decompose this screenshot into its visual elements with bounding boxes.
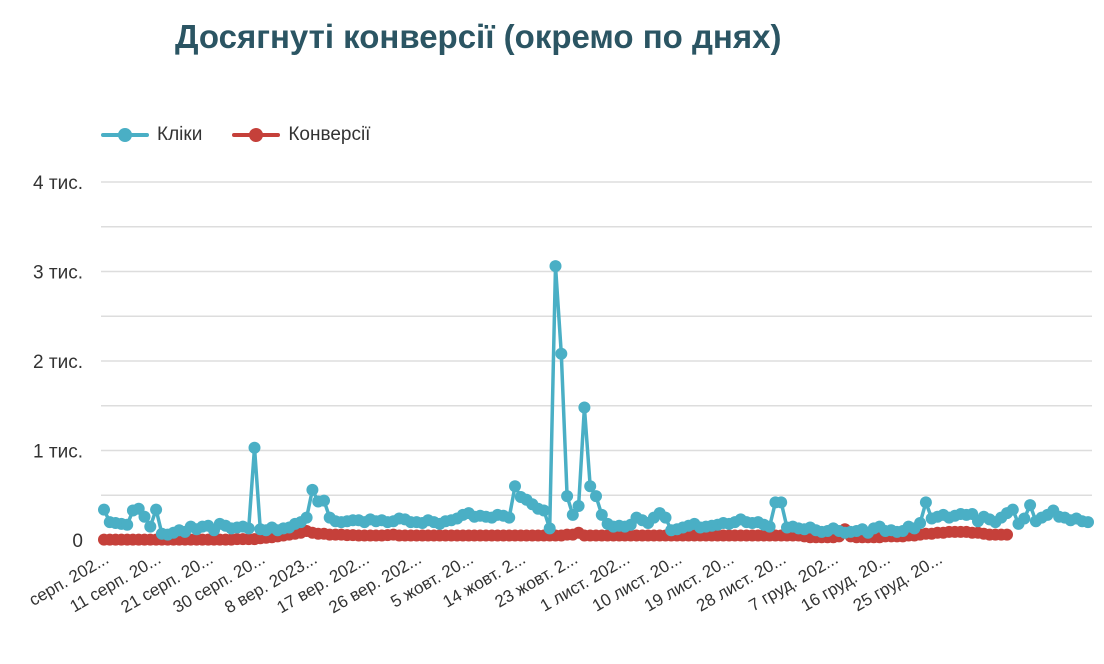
x-axis-labels: серп. 202...11 серп. 20...21 серп. 20...… (26, 549, 946, 617)
conversions-line-marker-icon (232, 128, 281, 142)
data-point[interactable] (242, 522, 255, 535)
y-tick-label: 3 тис. (33, 263, 83, 284)
legend-item-clicks[interactable]: Кліки (101, 124, 202, 146)
data-point[interactable] (150, 503, 163, 516)
clicks-line-marker-icon (101, 128, 149, 142)
y-tick-label: 0 (72, 531, 83, 552)
data-point[interactable] (144, 520, 157, 533)
data-point[interactable] (300, 511, 313, 524)
data-point[interactable] (1001, 528, 1013, 541)
data-point[interactable] (763, 520, 776, 533)
y-tick-label: 1 тис. (33, 442, 83, 463)
data-point[interactable] (595, 508, 608, 521)
data-point[interactable] (121, 518, 134, 531)
data-point[interactable] (659, 511, 672, 524)
data-point[interactable] (537, 504, 550, 517)
data-point[interactable] (549, 260, 562, 273)
data-point[interactable] (590, 490, 602, 503)
data-point[interactable] (509, 480, 521, 493)
data-point[interactable] (306, 483, 319, 496)
data-point[interactable] (578, 401, 591, 414)
data-point[interactable] (919, 496, 932, 509)
data-point[interactable] (1082, 516, 1094, 529)
legend-label-clicks: Кліки (157, 124, 203, 145)
data-point[interactable] (248, 441, 261, 454)
y-tick-label: 4 тис. (33, 173, 83, 194)
data-point[interactable] (566, 508, 579, 521)
data-point[interactable] (1024, 499, 1037, 512)
legend-label-conversions: Конверсії (288, 124, 371, 145)
data-point[interactable] (503, 511, 516, 524)
data-point[interactable] (138, 510, 151, 523)
chart-title: Досягнуті конверсії (окремо по днях) (175, 18, 782, 55)
data-point[interactable] (1018, 512, 1031, 525)
data-point[interactable] (543, 522, 556, 535)
legend-item-conversions[interactable]: Конверсії (232, 124, 370, 146)
series-lines (98, 260, 1094, 546)
gridlines (101, 181, 1092, 496)
chart-legend: Кліки Конверсії (101, 124, 370, 146)
data-point[interactable] (561, 490, 574, 503)
data-point[interactable] (775, 496, 788, 509)
data-point[interactable] (318, 494, 330, 507)
data-point[interactable] (1006, 503, 1019, 516)
y-axis-labels: 0 1 тис. 2 тис. 3 тис. 4 тис. (33, 173, 83, 552)
data-point[interactable] (914, 517, 927, 529)
data-point[interactable] (555, 347, 568, 360)
data-point[interactable] (584, 480, 597, 493)
y-tick-label: 2 тис. (33, 352, 83, 373)
clicks-series (98, 260, 1094, 541)
data-point[interactable] (572, 500, 585, 512)
data-point[interactable] (98, 503, 110, 516)
